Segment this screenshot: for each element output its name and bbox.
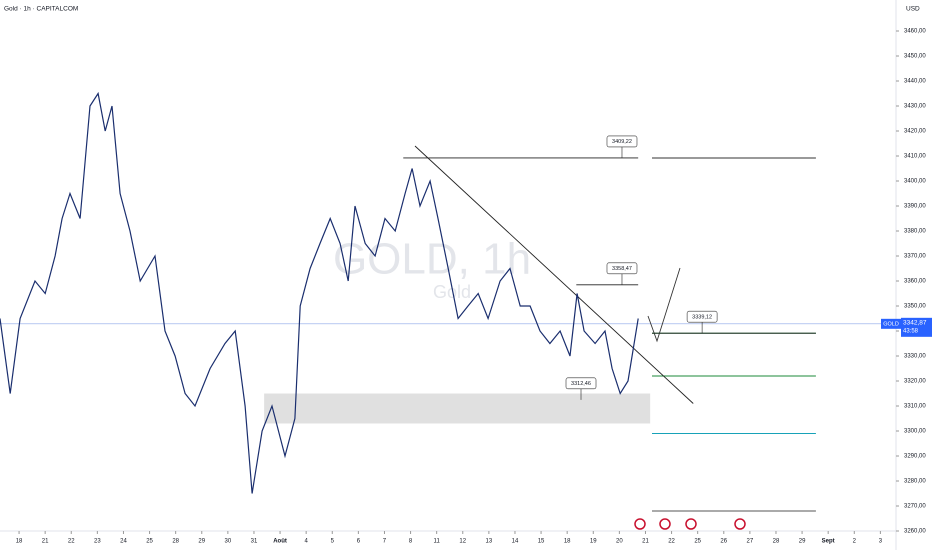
event-icon: [685, 518, 697, 530]
x-tick-label: 23: [94, 539, 101, 545]
x-tick-label: 27: [747, 539, 754, 545]
x-tick-label: 6: [357, 539, 361, 545]
price-tag-countdown: 43:58: [903, 328, 919, 334]
y-tick-label: 3310,00: [904, 404, 926, 410]
x-tick-label: 29: [799, 539, 806, 545]
x-tick-label: 15: [538, 539, 545, 545]
y-tick-label: 3350,00: [904, 304, 926, 310]
x-tick-label: 25: [694, 539, 701, 545]
x-tick-label: 24: [120, 539, 127, 545]
price-series: [0, 91, 639, 494]
watermark-sub: Gold: [433, 282, 471, 302]
y-tick-label: 3460,00: [904, 29, 926, 35]
x-tick-label: 5: [331, 539, 335, 545]
x-tick-label: 31: [251, 539, 258, 545]
y-tick-label: 3370,00: [904, 254, 926, 260]
x-tick-label: 29: [198, 539, 205, 545]
callout-label: 3339,12: [692, 314, 712, 320]
x-tick-label: 19: [590, 539, 597, 545]
x-tick-label: 21: [642, 539, 649, 545]
price-tag-symbol: GOLD: [883, 321, 899, 327]
x-tick-label: 28: [172, 539, 179, 545]
x-tick-label: 25: [146, 539, 153, 545]
event-icons: [634, 518, 746, 530]
y-tick-label: 3380,00: [904, 229, 926, 235]
y-tick-label: 3360,00: [904, 279, 926, 285]
x-tick-label: 11: [434, 539, 441, 545]
y-tick-label: 3330,00: [904, 354, 926, 360]
x-tick-label: 28: [773, 539, 780, 545]
chart-title: Gold · 1h · CAPITALCOM: [4, 6, 78, 13]
x-tick-label: 26: [720, 539, 727, 545]
y-tick-label: 3430,00: [904, 104, 926, 110]
callout-label: 3358,47: [612, 266, 632, 272]
y-tick-label: 3390,00: [904, 204, 926, 210]
x-tick-label: 7: [383, 539, 387, 545]
y-tick-label: 3280,00: [904, 479, 926, 485]
event-icon: [634, 518, 646, 530]
y-tick-label: 3320,00: [904, 379, 926, 385]
x-tick-label: Sept: [822, 539, 835, 545]
x-tick-label: 18: [564, 539, 571, 545]
y-tick-label: 3270,00: [904, 504, 926, 510]
x-tick-label: 2: [853, 539, 857, 545]
y-tick-label: 3400,00: [904, 179, 926, 185]
x-tick-label: 12: [459, 539, 466, 545]
callout-label: 3409,22: [612, 139, 632, 145]
y-tick-label: 3300,00: [904, 429, 926, 435]
trendline: [414, 145, 694, 404]
y-tick-label: 3290,00: [904, 454, 926, 460]
x-tick-label: 20: [616, 539, 623, 545]
y-tick-label: 3410,00: [904, 154, 926, 160]
callout-box: [606, 135, 638, 148]
x-tick-label: 14: [512, 539, 519, 545]
x-tick-label: 21: [42, 539, 49, 545]
x-tick-label: 30: [225, 539, 232, 545]
zone: [264, 393, 651, 424]
event-icon: [659, 518, 671, 530]
callout-box: [686, 310, 718, 323]
event-icon: [734, 518, 746, 530]
x-tick-label: 8: [409, 539, 413, 545]
y-tick-label: 3450,00: [904, 54, 926, 60]
watermark: GOLD, 1h: [333, 235, 531, 284]
x-tick-label: Août: [273, 539, 287, 545]
x-tick-label: 4: [304, 539, 308, 545]
x-tick-label: 22: [68, 539, 75, 545]
x-tick-label: 13: [486, 539, 493, 545]
x-tick-label: 22: [668, 539, 675, 545]
currency: USD: [906, 6, 920, 13]
callout-box: [565, 377, 597, 390]
price-tag-bg: [901, 317, 932, 337]
y-tick-label: 3420,00: [904, 129, 926, 135]
projection: [647, 267, 681, 343]
x-tick-label: 18: [16, 539, 23, 545]
y-tick-label: 3440,00: [904, 79, 926, 85]
y-tick-label: 3260,00: [904, 529, 926, 535]
callout-label: 3312,46: [571, 381, 591, 387]
callout-box: [606, 262, 638, 275]
x-tick-label: 3: [879, 539, 883, 545]
price-tag-symbol-bg: [881, 318, 901, 329]
price-tag-value: 3342,87: [903, 320, 927, 327]
